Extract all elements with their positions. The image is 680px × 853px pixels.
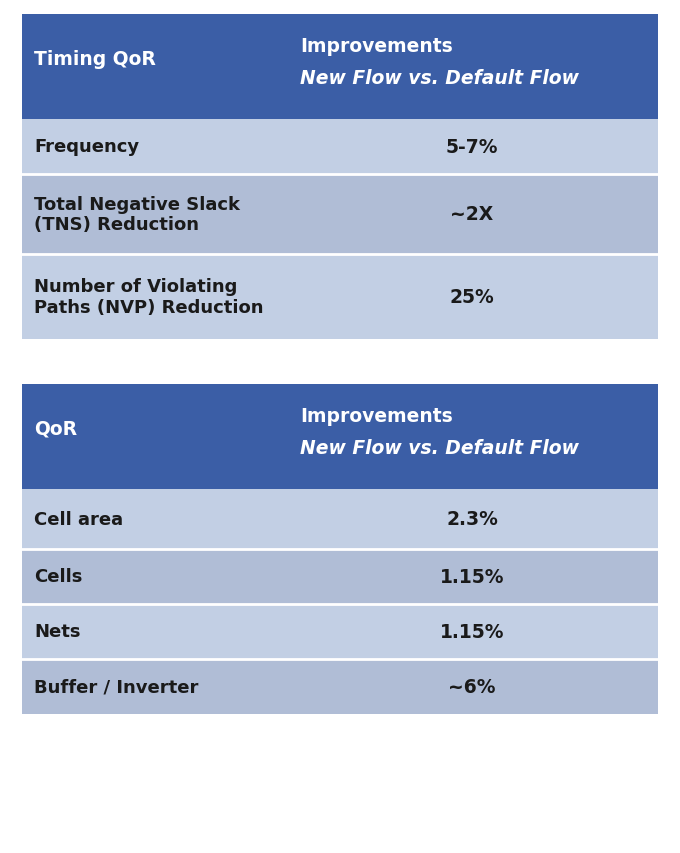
Text: Improvements: Improvements [300, 37, 453, 56]
Text: ~2X: ~2X [450, 206, 494, 224]
Bar [286, 659, 658, 714]
Text: Nets: Nets [34, 623, 80, 641]
Bar [286, 549, 658, 604]
Text: Total Negative Slack: Total Negative Slack [34, 195, 240, 213]
Text: Cells: Cells [34, 568, 82, 586]
Text: (TNS) Reduction: (TNS) Reduction [34, 216, 199, 234]
Text: Number of Violating: Number of Violating [34, 278, 237, 296]
Text: ~6%: ~6% [448, 677, 496, 696]
Bar [286, 120, 658, 175]
Bar [22, 549, 286, 604]
Bar [286, 15, 658, 120]
Bar [22, 175, 286, 255]
Bar [22, 120, 286, 175]
Bar [286, 490, 658, 549]
Text: Paths (NVP) Reduction: Paths (NVP) Reduction [34, 299, 264, 316]
Bar [22, 15, 286, 120]
Text: 2.3%: 2.3% [446, 510, 498, 529]
Bar [286, 255, 658, 339]
Text: 1.15%: 1.15% [440, 567, 505, 586]
Bar [286, 175, 658, 255]
Text: 5-7%: 5-7% [445, 138, 498, 157]
Bar [22, 385, 286, 490]
Text: Timing QoR: Timing QoR [34, 49, 156, 68]
Text: QoR: QoR [34, 419, 77, 438]
Bar [286, 385, 658, 490]
Bar [22, 490, 286, 549]
Text: 25%: 25% [449, 287, 494, 306]
Text: Cell area: Cell area [34, 510, 123, 528]
Text: Frequency: Frequency [34, 138, 139, 156]
Bar [22, 604, 286, 659]
Text: 1.15%: 1.15% [440, 623, 505, 641]
Bar [22, 659, 286, 714]
Text: Improvements: Improvements [300, 407, 453, 426]
Text: New Flow vs. Default Flow: New Flow vs. Default Flow [300, 69, 579, 88]
Bar [22, 255, 286, 339]
Text: Buffer / Inverter: Buffer / Inverter [34, 677, 199, 696]
Bar [286, 604, 658, 659]
Text: New Flow vs. Default Flow: New Flow vs. Default Flow [300, 438, 579, 457]
